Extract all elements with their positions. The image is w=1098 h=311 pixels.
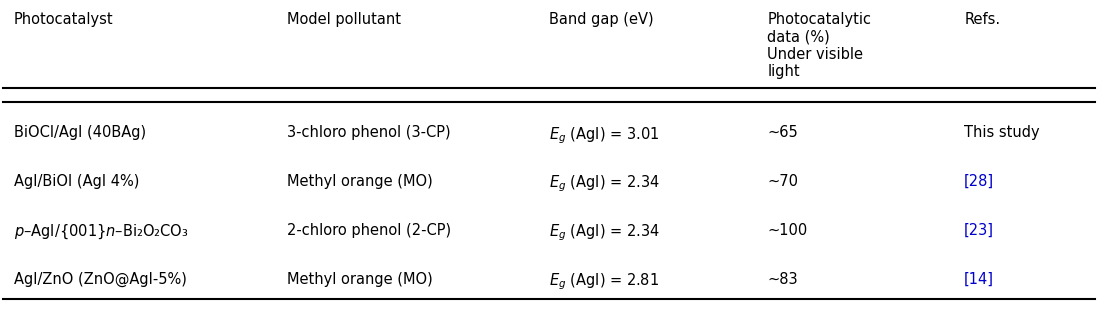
Text: [28]: [28] (964, 174, 995, 189)
Text: This study: This study (964, 125, 1040, 140)
Text: [23]: [23] (964, 223, 994, 238)
Text: ∼83: ∼83 (768, 272, 798, 286)
Text: Photocatalytic
data (%)
Under visible
light: Photocatalytic data (%) Under visible li… (768, 12, 872, 79)
Text: Methyl orange (MO): Methyl orange (MO) (287, 174, 433, 189)
Text: $E_g$ (AgI) = 2.34: $E_g$ (AgI) = 2.34 (549, 223, 660, 243)
Text: Methyl orange (MO): Methyl orange (MO) (287, 272, 433, 286)
Text: ∼100: ∼100 (768, 223, 808, 238)
Text: ∼65: ∼65 (768, 125, 798, 140)
Text: $E_g$ (AgI) = 3.01: $E_g$ (AgI) = 3.01 (549, 125, 660, 146)
Text: AgI/BiOI (AgI 4%): AgI/BiOI (AgI 4%) (13, 174, 139, 189)
Text: [14]: [14] (964, 272, 994, 286)
Text: 3-chloro phenol (3-CP): 3-chloro phenol (3-CP) (287, 125, 450, 140)
Text: ∼70: ∼70 (768, 174, 798, 189)
Text: AgI/ZnO (ZnO@AgI-5%): AgI/ZnO (ZnO@AgI-5%) (13, 272, 187, 287)
Text: $p$–AgI/{001}$n$–Bi₂O₂CO₃: $p$–AgI/{001}$n$–Bi₂O₂CO₃ (13, 223, 188, 241)
Text: $E_g$ (AgI) = 2.34: $E_g$ (AgI) = 2.34 (549, 174, 660, 194)
Text: BiOCl/AgI (40BAg): BiOCl/AgI (40BAg) (13, 125, 146, 140)
Text: Refs.: Refs. (964, 12, 1000, 27)
Text: Photocatalyst: Photocatalyst (13, 12, 113, 27)
Text: 2-chloro phenol (2-CP): 2-chloro phenol (2-CP) (287, 223, 451, 238)
Text: $E_g$ (AgI) = 2.81: $E_g$ (AgI) = 2.81 (549, 272, 659, 292)
Text: Band gap (eV): Band gap (eV) (549, 12, 653, 27)
Text: Model pollutant: Model pollutant (287, 12, 401, 27)
